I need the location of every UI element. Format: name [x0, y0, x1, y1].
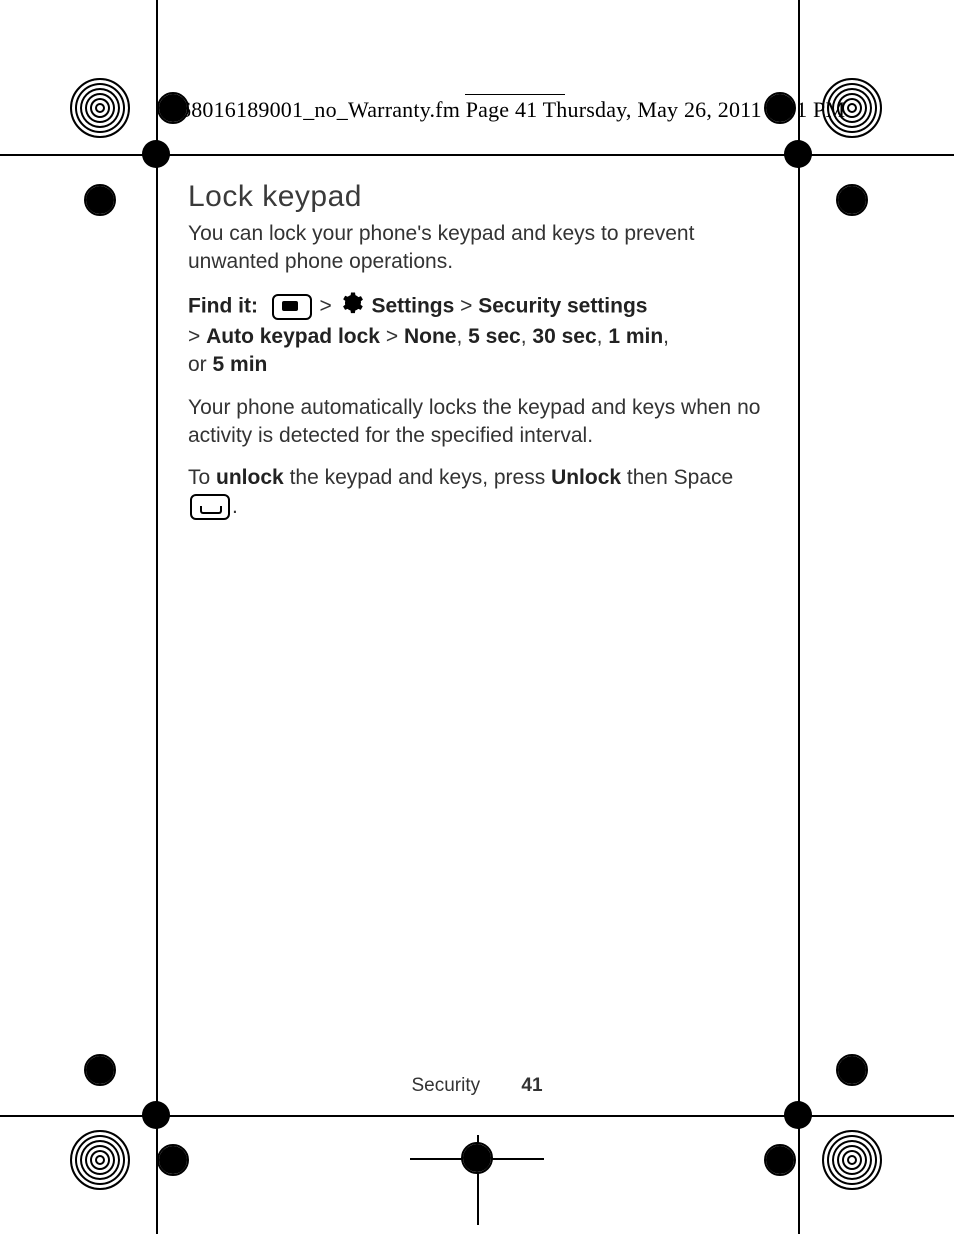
opt-none: None — [404, 325, 457, 348]
paragraph-unlock: To unlock the keypad and keys, press Unl… — [188, 464, 770, 521]
text-then-space: then Space — [627, 466, 733, 489]
word-or: or — [188, 353, 207, 376]
content-area: Lock keypad You can lock your phone's ke… — [188, 180, 770, 535]
menu-key-icon — [272, 294, 312, 320]
regmark-spiral-br — [822, 1130, 882, 1190]
regmark-dot — [159, 1146, 187, 1174]
breadcrumb-sep: > — [386, 325, 398, 348]
breadcrumb-sep: > — [188, 325, 200, 348]
path-settings: Settings — [371, 294, 454, 317]
path-auto-keypad-lock: Auto keypad lock — [206, 325, 380, 348]
paragraph-intro: You can lock your phone's keypad and key… — [188, 220, 770, 277]
breadcrumb-sep: > — [460, 294, 472, 317]
page-footer: Security 41 — [0, 1075, 954, 1097]
text-to: To — [188, 466, 210, 489]
breadcrumb-sep: > — [320, 294, 332, 317]
text-period: . — [232, 495, 238, 518]
opt-1min: 1 min — [608, 325, 663, 348]
find-it-path: Find it: > Settings > Security settings … — [188, 291, 770, 380]
text-unlock-button: Unlock — [551, 466, 621, 489]
text-unlock-bold: unlock — [216, 466, 284, 489]
regmark-dot — [766, 1146, 794, 1174]
comma: , — [663, 325, 669, 348]
regmark-spiral-bl — [70, 1130, 130, 1190]
regmark-spiral-tl — [70, 78, 130, 138]
regmark-dot — [784, 140, 812, 168]
regmark-dot — [142, 1101, 170, 1129]
space-key-icon — [190, 494, 230, 520]
section-heading: Lock keypad — [188, 180, 770, 214]
gear-icon — [340, 291, 364, 323]
footer-section-name: Security — [411, 1075, 480, 1097]
runhead-overline — [465, 94, 565, 95]
regmark-dot — [86, 186, 114, 214]
opt-30sec: 30 sec — [532, 325, 596, 348]
running-header: 68016189001_no_Warranty.fm Page 41 Thurs… — [180, 97, 845, 123]
opt-5sec: 5 sec — [468, 325, 521, 348]
find-it-label: Find it: — [188, 294, 258, 317]
crop-vline-right — [798, 0, 800, 1234]
paragraph-auto-lock: Your phone automatically locks the keypa… — [188, 394, 770, 451]
regmark-dot — [463, 1144, 491, 1172]
page: 68016189001_no_Warranty.fm Page 41 Thurs… — [0, 0, 954, 1234]
regmark-dot — [142, 140, 170, 168]
crop-vline-left — [156, 0, 158, 1234]
path-security-settings: Security settings — [478, 294, 647, 317]
comma: , — [597, 325, 603, 348]
footer-page-number: 41 — [521, 1075, 542, 1097]
opt-5min: 5 min — [213, 353, 268, 376]
text-mid: the keypad and keys, press — [290, 466, 546, 489]
regmark-dot — [784, 1101, 812, 1129]
comma: , — [456, 325, 462, 348]
regmark-dot — [838, 186, 866, 214]
comma: , — [521, 325, 527, 348]
